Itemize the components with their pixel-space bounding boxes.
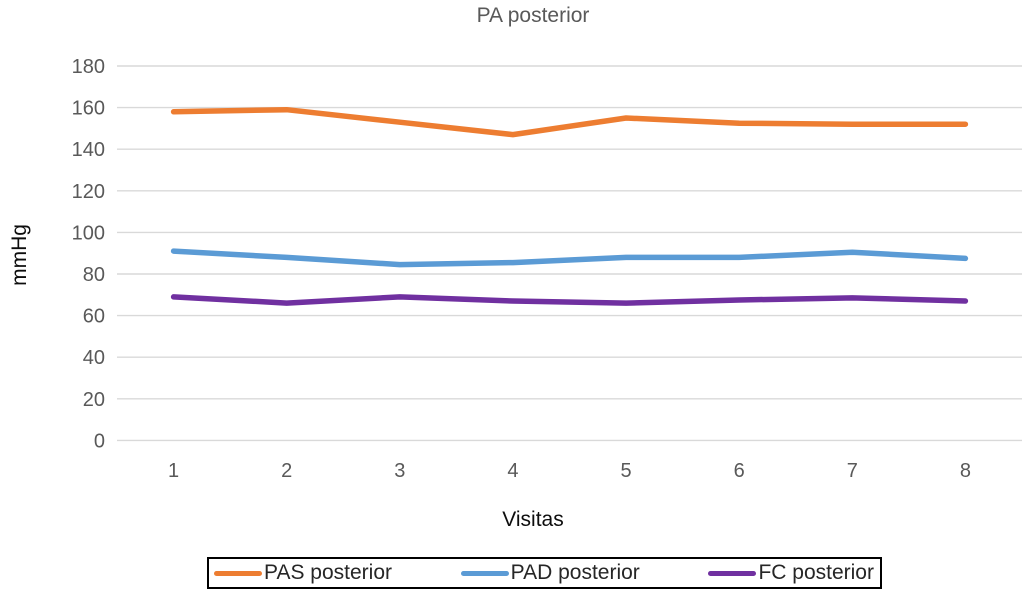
legend-label-pad-posterior: PAD posterior: [510, 561, 640, 584]
svg-text:180: 180: [72, 56, 105, 78]
legend: PAS posterior PAD posterior FC posterior: [207, 557, 882, 589]
legend-label-fc-posterior: FC posterior: [758, 561, 874, 584]
svg-text:1: 1: [168, 460, 179, 482]
svg-text:160: 160: [72, 98, 105, 120]
svg-text:0: 0: [94, 430, 105, 452]
legend-swatch-fc-posterior: [708, 570, 757, 576]
legend-item-fc-posterior: FC posterior: [708, 561, 874, 585]
svg-text:6: 6: [734, 460, 745, 482]
legend-item-pad-posterior: PAD posterior: [460, 561, 640, 585]
svg-text:40: 40: [83, 347, 105, 369]
svg-text:100: 100: [72, 222, 105, 244]
svg-text:60: 60: [83, 306, 105, 328]
svg-text:5: 5: [621, 460, 632, 482]
svg-text:3: 3: [394, 460, 405, 482]
legend-swatch-pas-posterior: [214, 570, 262, 576]
svg-text:80: 80: [83, 264, 105, 286]
svg-text:2: 2: [281, 460, 292, 482]
legend-item-pas-posterior: PAS posterior: [214, 561, 392, 585]
svg-text:7: 7: [847, 460, 858, 482]
x-axis-title: Visitas: [502, 508, 564, 531]
legend-label-pas-posterior: PAS posterior: [264, 561, 392, 584]
chart-title: PA posterior: [476, 4, 590, 27]
svg-text:140: 140: [72, 139, 105, 161]
svg-text:8: 8: [960, 460, 971, 482]
legend-swatch-pad-posterior: [460, 570, 509, 576]
svg-text:4: 4: [507, 460, 518, 482]
svg-text:120: 120: [72, 181, 105, 203]
svg-text:20: 20: [83, 389, 105, 411]
